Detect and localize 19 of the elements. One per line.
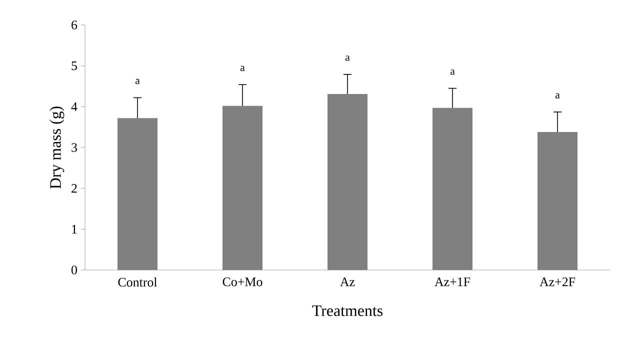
y-tick-label: 5 — [72, 62, 77, 70]
annotation: a — [240, 66, 245, 72]
x-tick-label: Co+Mo — [222, 278, 262, 286]
annotation: a — [135, 78, 140, 84]
y-tick-label: 1 — [72, 224, 77, 234]
x-tick-label: Az+1F — [434, 278, 470, 286]
x-tick-label: Az+2F — [540, 278, 576, 286]
y-tick-label: 3 — [72, 143, 77, 152]
annotation: a — [345, 56, 350, 61]
y-tick-label: 6 — [72, 20, 78, 30]
y-tick-label: 2 — [72, 184, 77, 193]
x-tick-label: Control — [118, 278, 158, 287]
x-tick-label: Az — [340, 278, 355, 286]
annotation: a — [555, 93, 560, 98]
y-tick-label: 4 — [71, 102, 78, 111]
y-axis-title: Dry mass (g) — [50, 106, 64, 189]
x-axis-title: Treatments — [312, 305, 383, 316]
y-tick-label: 0 — [72, 266, 77, 274]
annotation: a — [450, 70, 455, 75]
